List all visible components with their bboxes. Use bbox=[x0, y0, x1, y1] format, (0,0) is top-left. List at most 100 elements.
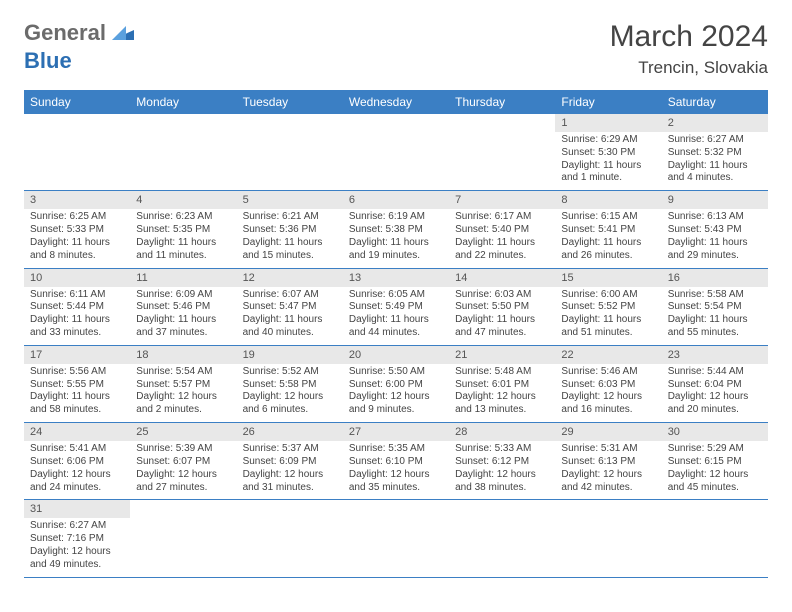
weekday-header: Wednesday bbox=[343, 90, 449, 114]
day-detail-cell: Sunrise: 6:11 AMSunset: 5:44 PMDaylight:… bbox=[24, 287, 130, 346]
sunrise-text: Sunrise: 5:50 AM bbox=[349, 366, 443, 379]
day-detail-cell: Sunrise: 6:25 AMSunset: 5:33 PMDaylight:… bbox=[24, 209, 130, 268]
sunset-text: Sunset: 5:49 PM bbox=[349, 301, 443, 314]
day-number-cell: 13 bbox=[343, 268, 449, 287]
day-number-cell: 29 bbox=[555, 423, 661, 442]
sunset-text: Sunset: 5:58 PM bbox=[243, 379, 337, 392]
daylight-text: Daylight: 12 hours and 2 minutes. bbox=[136, 391, 230, 417]
day-detail-cell bbox=[449, 518, 555, 577]
daylight-text: Daylight: 12 hours and 31 minutes. bbox=[243, 469, 337, 495]
sunset-text: Sunset: 5:30 PM bbox=[561, 147, 655, 160]
daylight-text: Daylight: 12 hours and 27 minutes. bbox=[136, 469, 230, 495]
day-detail-cell: Sunrise: 5:50 AMSunset: 6:00 PMDaylight:… bbox=[343, 364, 449, 423]
daylight-text: Daylight: 12 hours and 16 minutes. bbox=[561, 391, 655, 417]
day-detail-cell: Sunrise: 6:27 AMSunset: 5:32 PMDaylight:… bbox=[662, 132, 768, 191]
day-detail-cell: Sunrise: 5:33 AMSunset: 6:12 PMDaylight:… bbox=[449, 441, 555, 500]
day-number-cell bbox=[24, 114, 130, 132]
day-detail-cell: Sunrise: 6:21 AMSunset: 5:36 PMDaylight:… bbox=[237, 209, 343, 268]
calendar-body: 12 Sunrise: 6:29 AMSunset: 5:30 PMDaylig… bbox=[24, 114, 768, 577]
sunrise-text: Sunrise: 6:25 AM bbox=[30, 211, 124, 224]
day-detail-cell: Sunrise: 5:48 AMSunset: 6:01 PMDaylight:… bbox=[449, 364, 555, 423]
day-number-cell: 14 bbox=[449, 268, 555, 287]
day-number-row: 12 bbox=[24, 114, 768, 132]
day-number-row: 10111213141516 bbox=[24, 268, 768, 287]
day-number-cell: 3 bbox=[24, 191, 130, 210]
sunrise-text: Sunrise: 6:05 AM bbox=[349, 289, 443, 302]
day-number-cell: 2 bbox=[662, 114, 768, 132]
sunrise-text: Sunrise: 6:00 AM bbox=[561, 289, 655, 302]
day-detail-cell: Sunrise: 5:39 AMSunset: 6:07 PMDaylight:… bbox=[130, 441, 236, 500]
day-number-cell: 19 bbox=[237, 345, 343, 364]
sunset-text: Sunset: 6:13 PM bbox=[561, 456, 655, 469]
sunrise-text: Sunrise: 5:29 AM bbox=[668, 443, 762, 456]
sunrise-text: Sunrise: 6:23 AM bbox=[136, 211, 230, 224]
weekday-header: Sunday bbox=[24, 90, 130, 114]
weekday-header: Monday bbox=[130, 90, 236, 114]
daylight-text: Daylight: 11 hours and 1 minute. bbox=[561, 160, 655, 186]
daylight-text: Daylight: 11 hours and 40 minutes. bbox=[243, 314, 337, 340]
sunrise-text: Sunrise: 5:33 AM bbox=[455, 443, 549, 456]
day-number-cell: 24 bbox=[24, 423, 130, 442]
day-number-cell bbox=[343, 500, 449, 519]
day-number-cell: 15 bbox=[555, 268, 661, 287]
day-detail-cell: Sunrise: 6:23 AMSunset: 5:35 PMDaylight:… bbox=[130, 209, 236, 268]
logo-text-2: Blue bbox=[24, 48, 72, 74]
sunset-text: Sunset: 6:12 PM bbox=[455, 456, 549, 469]
daylight-text: Daylight: 12 hours and 13 minutes. bbox=[455, 391, 549, 417]
sunset-text: Sunset: 5:33 PM bbox=[30, 224, 124, 237]
day-detail-cell: Sunrise: 5:46 AMSunset: 6:03 PMDaylight:… bbox=[555, 364, 661, 423]
daylight-text: Daylight: 11 hours and 47 minutes. bbox=[455, 314, 549, 340]
daylight-text: Daylight: 11 hours and 29 minutes. bbox=[668, 237, 762, 263]
logo: General bbox=[24, 20, 136, 46]
day-number-cell: 6 bbox=[343, 191, 449, 210]
sunrise-text: Sunrise: 6:17 AM bbox=[455, 211, 549, 224]
day-detail-row: Sunrise: 6:29 AMSunset: 5:30 PMDaylight:… bbox=[24, 132, 768, 191]
day-detail-cell: Sunrise: 5:35 AMSunset: 6:10 PMDaylight:… bbox=[343, 441, 449, 500]
sunrise-text: Sunrise: 6:19 AM bbox=[349, 211, 443, 224]
day-detail-cell: Sunrise: 6:19 AMSunset: 5:38 PMDaylight:… bbox=[343, 209, 449, 268]
day-detail-row: Sunrise: 5:56 AMSunset: 5:55 PMDaylight:… bbox=[24, 364, 768, 423]
month-title: March 2024 bbox=[610, 20, 768, 54]
daylight-text: Daylight: 11 hours and 37 minutes. bbox=[136, 314, 230, 340]
daylight-text: Daylight: 11 hours and 22 minutes. bbox=[455, 237, 549, 263]
day-number-cell: 23 bbox=[662, 345, 768, 364]
sunrise-text: Sunrise: 6:21 AM bbox=[243, 211, 337, 224]
header: General March 2024 Trencin, Slovakia bbox=[24, 20, 768, 78]
day-number-cell bbox=[555, 500, 661, 519]
calendar-table: SundayMondayTuesdayWednesdayThursdayFrid… bbox=[24, 90, 768, 578]
day-detail-row: Sunrise: 5:41 AMSunset: 6:06 PM Daylight:… bbox=[24, 441, 768, 500]
sunset-text: Sunset: 5:55 PM bbox=[30, 379, 124, 392]
day-detail-cell bbox=[662, 518, 768, 577]
day-detail-row: Sunrise: 6:27 AMSunset: 7:16 PMDaylight:… bbox=[24, 518, 768, 577]
day-number-cell: 18 bbox=[130, 345, 236, 364]
day-detail-cell: Sunrise: 6:17 AMSunset: 5:40 PMDaylight:… bbox=[449, 209, 555, 268]
logo-icon bbox=[112, 20, 134, 46]
sunset-text: Sunset: 5:41 PM bbox=[561, 224, 655, 237]
day-number-cell bbox=[130, 114, 236, 132]
sunset-text: Sunset: 5:35 PM bbox=[136, 224, 230, 237]
title-block: March 2024 Trencin, Slovakia bbox=[610, 20, 768, 78]
daylight-text: Daylight: 11 hours and 11 minutes. bbox=[136, 237, 230, 263]
daylight-text: Daylight: 11 hours and 19 minutes. bbox=[349, 237, 443, 263]
daylight-text: Daylight: 12 hours and 42 minutes. bbox=[561, 469, 655, 495]
day-detail-cell: Sunrise: 6:07 AMSunset: 5:47 PMDaylight:… bbox=[237, 287, 343, 346]
day-number-cell: 20 bbox=[343, 345, 449, 364]
sunset-text: Sunset: 5:44 PM bbox=[30, 301, 124, 314]
sunrise-text: Sunrise: 6:29 AM bbox=[561, 134, 655, 147]
sunset-text: Sunset: 6:03 PM bbox=[561, 379, 655, 392]
day-detail-cell bbox=[130, 518, 236, 577]
day-detail-cell bbox=[343, 132, 449, 191]
sunset-text: Sunset: 5:50 PM bbox=[455, 301, 549, 314]
sunrise-text: Sunrise: 5:48 AM bbox=[455, 366, 549, 379]
weekday-header: Thursday bbox=[449, 90, 555, 114]
sunrise-text: Sunrise: 5:35 AM bbox=[349, 443, 443, 456]
sunset-text: Sunset: 5:32 PM bbox=[668, 147, 762, 160]
daylight-text: Daylight: 12 hours and 49 minutes. bbox=[30, 546, 124, 572]
day-detail-cell bbox=[343, 518, 449, 577]
page: General March 2024 Trencin, Slovakia Blu… bbox=[0, 0, 792, 598]
day-number-cell bbox=[237, 500, 343, 519]
day-detail-cell: Sunrise: 6:03 AMSunset: 5:50 PMDaylight:… bbox=[449, 287, 555, 346]
day-number-row: 31 bbox=[24, 500, 768, 519]
sunset-text: Sunset: 6:06 PM bbox=[30, 456, 124, 469]
sunrise-text: Sunrise: 5:41 AM bbox=[30, 443, 124, 456]
